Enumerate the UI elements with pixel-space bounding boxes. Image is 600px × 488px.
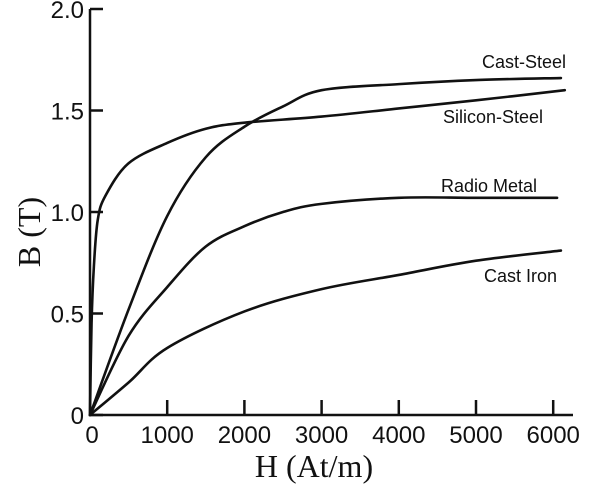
y-axis-title: B (T) [11,197,47,267]
x-tick-label: 4000 [372,422,425,449]
labels: Cast-Steel Silicon-Steel Radio Metal Cas… [11,52,566,484]
y-tick-label: 1.5 [51,99,84,126]
curves [88,76,567,417]
x-tick-label: 2000 [218,422,271,449]
x-tick-label: 0 [85,422,98,449]
series-line-cast-steel [88,76,563,417]
x-tick-label: 6000 [527,422,580,449]
series-label-cast-iron: Cast Iron [484,266,557,286]
series-line-radio-metal [88,196,559,417]
axes: 0 0.5 1.0 1.5 2.0 0 1000 2000 3000 4000 5000 6000 [51,0,580,449]
series-label-cast-steel: Cast-Steel [482,52,566,72]
y-tick-label: 0.5 [51,302,84,329]
series-line-cast-iron [88,249,563,417]
y-tick-label: 1.0 [51,200,84,227]
series-label-silicon-steel: Silicon-Steel [443,107,543,127]
series-label-radio-metal: Radio Metal [441,176,537,196]
series-line-silicon-steel [88,88,567,417]
x-tick-label: 3000 [295,422,348,449]
x-tick-label: 5000 [449,422,502,449]
y-tick-label: 2.0 [51,0,84,24]
x-axis-title: H (At/m) [255,448,373,484]
x-tick-label: 1000 [141,422,194,449]
y-tick-label: 0 [71,403,84,430]
